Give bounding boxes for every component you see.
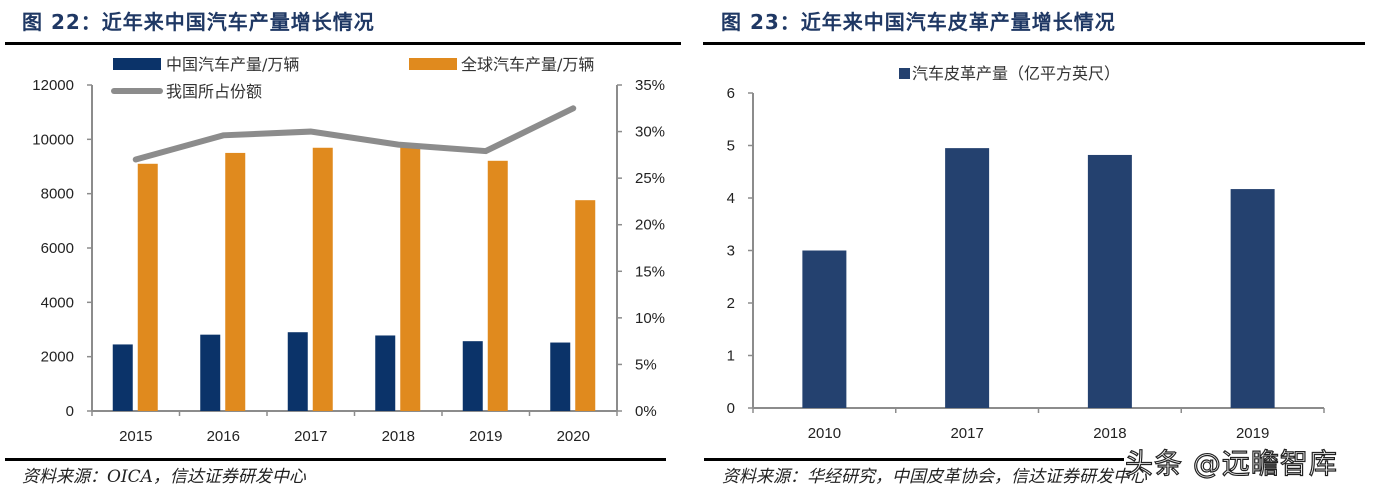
line-china-share: [132, 105, 577, 163]
x-tick-label: 2019: [469, 428, 502, 445]
right-title-rule: [703, 42, 1365, 45]
right-y-tick-label: 35%: [635, 77, 665, 94]
left-y-tick-label: 6000: [41, 240, 74, 257]
leather-y-tick-label: 4: [727, 190, 735, 207]
bar-leather-production: [1087, 154, 1132, 408]
left-title-rule: [5, 42, 681, 45]
legend-swatch-global: [409, 58, 457, 70]
bar-china-production: [287, 332, 308, 411]
legend-label-global: 全球汽车产量/万辆: [461, 55, 594, 74]
bar-china-production: [375, 335, 396, 411]
bar-global-production: [400, 146, 421, 411]
x-tick-label: 2016: [207, 428, 240, 445]
bar-global-production: [487, 160, 508, 411]
legend-swatch-leather: [899, 68, 910, 79]
left-y-tick-label: 0: [66, 403, 74, 420]
bar-global-production: [225, 152, 246, 411]
watermark: 头条 @远瞻智库: [1124, 446, 1338, 480]
legend-swatch-china: [113, 58, 161, 70]
bar-china-production: [112, 344, 133, 411]
bar-leather-production: [945, 148, 990, 408]
leather-x-tick-label: 2010: [808, 425, 841, 442]
bar-china-production: [462, 341, 483, 411]
legend-label-leather: 汽车皮革产量（亿平方英尺）: [912, 64, 1120, 83]
bar-global-production: [575, 200, 596, 411]
right-y-tick-label: 20%: [635, 217, 665, 234]
right-chart-title: 图 23：近年来中国汽车皮革产量增长情况: [721, 10, 1116, 34]
legend-label-share: 我国所占份额: [166, 82, 262, 101]
leather-y-tick-label: 6: [727, 85, 735, 102]
bar-global-production: [312, 147, 333, 411]
x-tick-label: 2020: [557, 428, 590, 445]
leather-y-tick-label: 2: [727, 295, 735, 312]
right-y-tick-label: 15%: [635, 263, 665, 280]
bar-leather-production: [802, 250, 847, 408]
leather-y-tick-label: 0: [727, 400, 735, 417]
bar-china-production: [550, 342, 571, 411]
bar-china-production: [200, 334, 221, 411]
right-source-rule: [704, 458, 1124, 461]
legend-label-china: 中国汽车产量/万辆: [166, 55, 299, 74]
bar-global-production: [137, 163, 158, 411]
x-tick-label: 2017: [294, 428, 327, 445]
leather-x-tick-label: 2018: [1093, 425, 1126, 442]
bar-leather-production: [1230, 189, 1275, 408]
leather-y-tick-label: 3: [727, 243, 735, 260]
x-tick-label: 2018: [382, 428, 415, 445]
left-source-rule: [5, 458, 666, 461]
left-chart-title: 图 22：近年来中国汽车产量增长情况: [22, 10, 375, 34]
left-y-tick-label: 12000: [32, 77, 74, 94]
right-y-tick-label: 25%: [635, 170, 665, 187]
left-y-tick-label: 4000: [41, 294, 74, 311]
left-y-tick-label: 2000: [41, 349, 74, 366]
left-y-tick-label: 10000: [32, 131, 74, 148]
leather-x-tick-label: 2019: [1236, 425, 1269, 442]
right-y-tick-label: 5%: [635, 356, 657, 373]
x-tick-label: 2015: [119, 428, 152, 445]
right-source-note: 资料来源：华经研究，中国皮革协会，信达证券研发中心: [722, 467, 1147, 487]
leather-x-tick-label: 2017: [950, 425, 983, 442]
right-y-tick-label: 10%: [635, 310, 665, 327]
left-y-tick-label: 8000: [41, 186, 74, 203]
right-y-tick-label: 30%: [635, 124, 665, 141]
left-source-note: 资料来源：OICA，信达证券研发中心: [22, 467, 306, 487]
right-y-tick-label: 0%: [635, 403, 657, 420]
leather-y-tick-label: 5: [727, 138, 735, 155]
leather-y-tick-label: 1: [727, 348, 735, 365]
